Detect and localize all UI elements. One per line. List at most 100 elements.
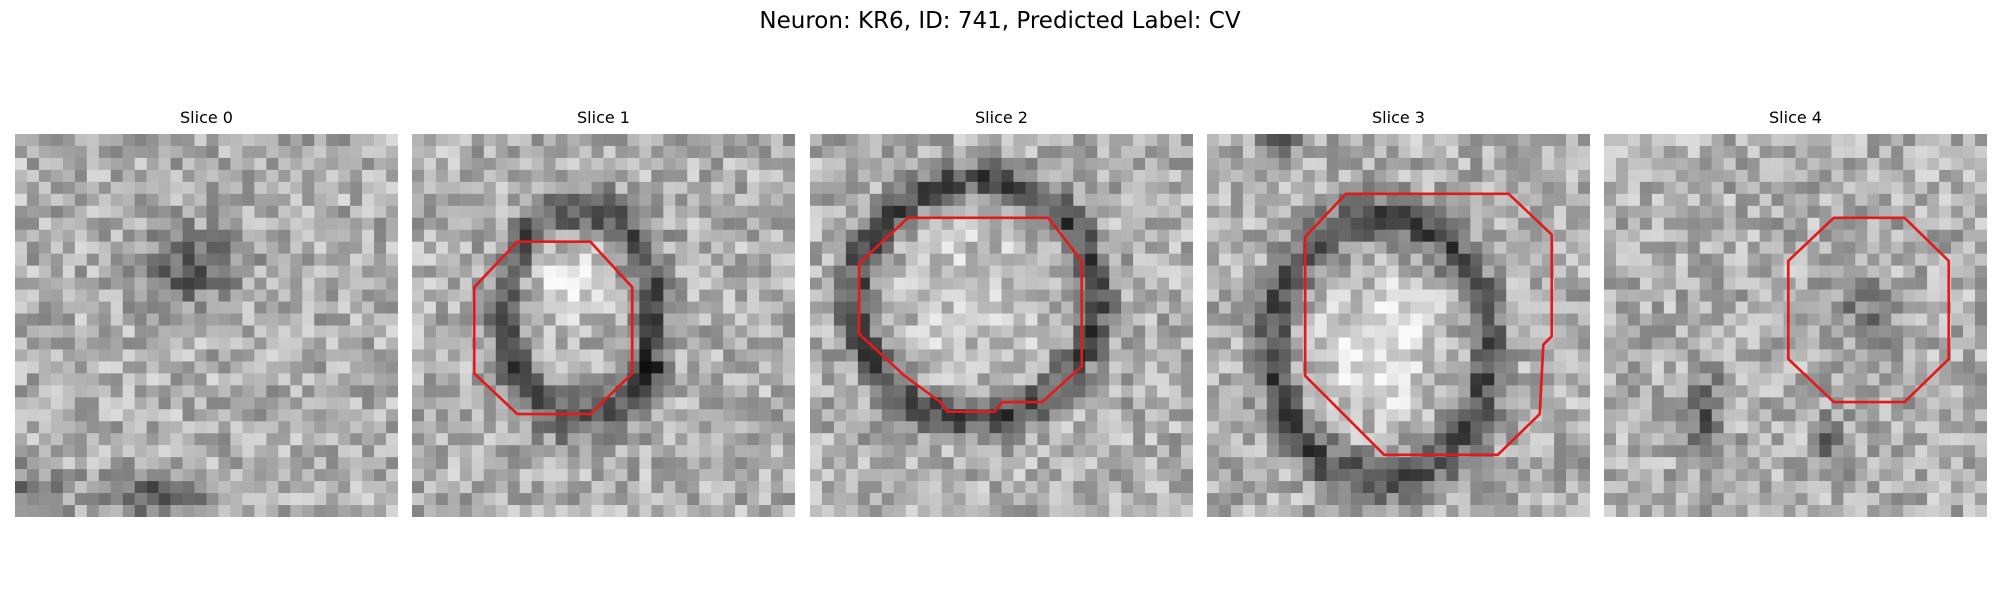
pixel (206, 373, 219, 386)
pixel (1278, 325, 1292, 338)
pixel (1494, 349, 1507, 362)
pixel (50, 181, 64, 195)
pixel (905, 493, 918, 506)
pixel (1843, 385, 1856, 398)
pixel (1554, 493, 1567, 506)
pixel (74, 241, 88, 254)
pixel (1374, 505, 1387, 517)
pixel (845, 134, 859, 147)
pixel (845, 229, 859, 242)
pixel (543, 289, 556, 302)
pixel (965, 373, 978, 386)
pixel (1963, 313, 1976, 326)
pixel (1542, 445, 1555, 458)
pixel (459, 253, 473, 266)
pixel (1819, 229, 1832, 242)
pixel (1615, 253, 1629, 266)
pixel (507, 145, 520, 159)
pixel (687, 217, 700, 230)
pixel (1278, 361, 1292, 374)
pixel (1759, 229, 1772, 242)
pixel (917, 134, 930, 147)
pixel (771, 301, 784, 314)
pixel (1735, 349, 1748, 362)
pixel (1891, 409, 1904, 422)
pixel (1723, 337, 1736, 350)
pixel (1518, 253, 1531, 266)
pixel (615, 241, 628, 254)
pixel (833, 193, 847, 207)
pixel (1013, 145, 1026, 159)
pixel (519, 421, 532, 434)
pixel (1145, 493, 1158, 506)
pixel (759, 421, 772, 434)
pixel (1819, 157, 1832, 171)
pixel (845, 445, 859, 458)
pixel (314, 457, 327, 470)
pixel (1963, 229, 1976, 242)
pixel (735, 505, 748, 517)
pixel (194, 325, 207, 338)
pixel (1615, 157, 1629, 171)
pixel (1542, 373, 1555, 386)
pixel (242, 265, 255, 278)
pixel (386, 469, 398, 482)
pixel (146, 241, 159, 254)
pixel (1218, 433, 1232, 446)
pixel (1422, 265, 1435, 278)
pixel (1578, 409, 1590, 422)
pixel (759, 145, 772, 159)
pixel (1879, 337, 1892, 350)
pixel (893, 457, 906, 470)
pixel (362, 505, 375, 517)
pixel (507, 493, 520, 506)
pixel (917, 205, 930, 219)
pixel (1675, 373, 1689, 386)
pixel (1627, 134, 1641, 147)
pixel (1867, 445, 1880, 458)
pixel (1699, 265, 1712, 278)
pixel (1109, 397, 1122, 410)
pixel (1795, 313, 1808, 326)
pixel (1494, 134, 1507, 147)
pixel (1013, 313, 1026, 326)
pixel (1530, 373, 1543, 386)
pixel (1157, 241, 1170, 254)
pixel (1663, 361, 1677, 374)
pixel (374, 325, 387, 338)
pixel (194, 349, 207, 362)
pixel (1554, 134, 1567, 147)
pixel (1783, 134, 1796, 147)
pixel (230, 385, 243, 398)
pixel (917, 445, 930, 458)
pixel (929, 134, 942, 147)
pixel (1386, 385, 1399, 398)
pixel (1145, 193, 1158, 207)
pixel (735, 301, 748, 314)
pixel (1604, 361, 1617, 374)
pixel (1254, 397, 1268, 410)
pixel (1374, 397, 1387, 410)
pixel (1290, 229, 1303, 242)
pixel (1266, 134, 1280, 147)
pixel (290, 337, 303, 350)
pixel (1951, 313, 1964, 326)
pixel (543, 445, 556, 458)
pixel (1121, 433, 1134, 446)
pixel (869, 481, 883, 494)
pixel (1242, 421, 1256, 434)
slice-title: Slice 1 (577, 108, 630, 127)
pixel (1422, 313, 1435, 326)
pixel (158, 421, 171, 434)
pixel (1615, 241, 1629, 254)
pixel (314, 481, 327, 494)
pixel (531, 134, 544, 147)
pixel (314, 433, 327, 446)
pixel (663, 301, 676, 314)
pixel (989, 385, 1002, 398)
pixel (230, 457, 243, 470)
pixel (1085, 349, 1098, 362)
pixel (266, 265, 279, 278)
pixel (1169, 193, 1182, 207)
pixel (38, 505, 52, 517)
